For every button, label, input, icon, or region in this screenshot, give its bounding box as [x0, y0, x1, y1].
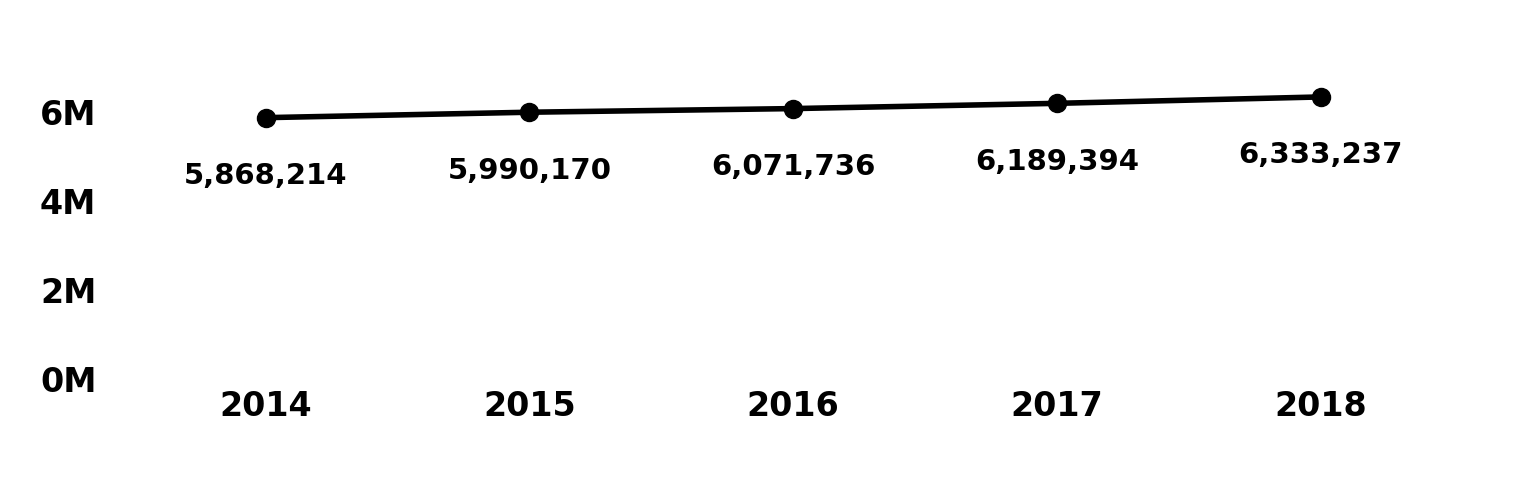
Text: 6,333,237: 6,333,237	[1238, 141, 1402, 170]
Text: 6,189,394: 6,189,394	[975, 148, 1138, 176]
Text: 6,071,736: 6,071,736	[711, 153, 876, 181]
Text: 5,868,214: 5,868,214	[184, 162, 347, 190]
Text: 5,990,170: 5,990,170	[447, 156, 611, 185]
